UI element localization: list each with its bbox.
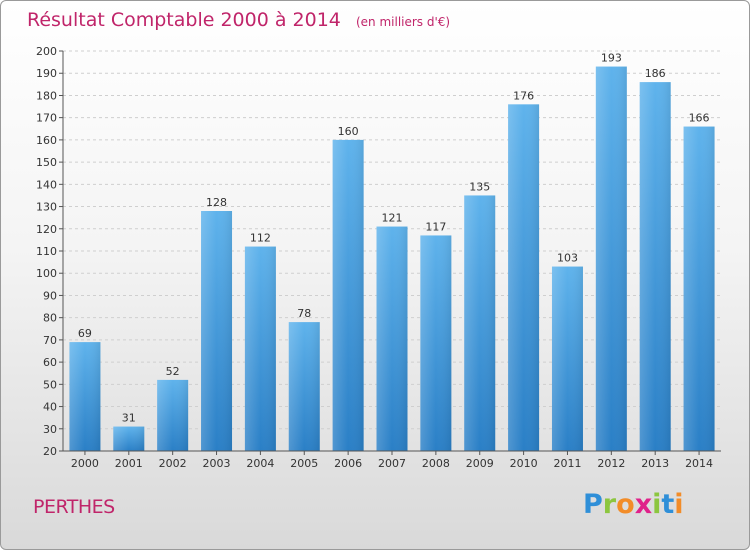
x-tick-label: 2003 [203,457,231,470]
y-tick-label: 20 [43,445,57,458]
y-tick-label: 90 [43,289,57,302]
y-tick-label: 170 [36,112,57,125]
bar-value-label: 103 [557,252,578,265]
bar-shade [595,66,627,452]
bar-value-label: 117 [425,220,446,233]
x-tick-label: 2014 [685,457,713,470]
bar-shade [332,139,364,451]
x-tick-label: 2013 [641,457,669,470]
bar-value-label: 121 [382,212,403,225]
bar-value-label: 128 [206,196,227,209]
bar-value-label: 112 [250,232,271,245]
bar-shade [288,322,320,451]
bar-shade [551,266,583,451]
logo-letter: P [583,489,603,520]
y-tick-label: 50 [43,378,57,391]
bar-value-label: 160 [338,125,359,138]
y-tick-label: 100 [36,267,57,280]
logo-letter: t [661,489,675,520]
y-tick-label: 160 [36,134,57,147]
logo-letter: x [634,489,653,520]
y-tick-label: 40 [43,401,57,414]
bar-shade [420,235,452,451]
bar-value-label: 166 [689,112,710,125]
y-tick-label: 70 [43,334,57,347]
x-tick-label: 2012 [597,457,625,470]
x-tick-label: 2007 [378,457,406,470]
chart-title: Résultat Comptable 2000 à 2014 [27,9,341,31]
x-tick-label: 2001 [115,457,143,470]
x-tick-label: 2006 [334,457,362,470]
logo-letter: r [602,489,617,520]
y-tick-label: 130 [36,201,57,214]
y-tick-label: 110 [36,245,57,258]
bar-value-label: 69 [78,327,92,340]
y-tick-label: 30 [43,423,57,436]
bar-value-label: 52 [166,365,180,378]
bar-shade [376,226,408,451]
title-row: Résultat Comptable 2000 à 2014 (en milli… [27,9,450,31]
bar-shade [639,82,671,451]
proxiti-logo: Proxiti [583,489,684,520]
logo-letter: i [674,489,684,520]
x-tick-label: 2010 [510,457,538,470]
logo-letter: o [616,489,635,520]
x-tick-label: 2000 [71,457,99,470]
y-tick-label: 120 [36,223,57,236]
bar-shade [683,126,715,452]
bar-shade [201,211,233,451]
y-tick-label: 180 [36,89,57,102]
logo-letter: i [652,489,662,520]
x-tick-label: 2011 [553,457,581,470]
y-tick-label: 60 [43,356,57,369]
bar-value-label: 176 [513,89,534,102]
y-tick-label: 80 [43,312,57,325]
y-tick-label: 190 [36,67,57,80]
bar-shade [244,246,276,451]
y-tick-label: 140 [36,178,57,191]
bar-shade [69,342,101,451]
bar-shade [113,426,145,451]
y-tick-label: 150 [36,156,57,169]
x-tick-label: 2002 [159,457,187,470]
chart-subtitle: (en milliers d'€) [355,15,451,29]
bar-value-label: 193 [601,52,622,65]
bar-value-label: 135 [469,180,490,193]
bar-shade [464,195,496,451]
bars: 69 31 52 128 112 78 160 121 117 135 176 103 193 186 16… [69,52,715,452]
x-tick-label: 2009 [466,457,494,470]
bar-shade [157,379,189,451]
bar-value-label: 31 [122,412,136,425]
x-tick-label: 2008 [422,457,450,470]
bar-shade [508,104,540,451]
x-tick-label: 2004 [246,457,274,470]
bar-value-label: 78 [297,307,311,320]
axes: 20 30 40 50 60 70 80 90 100 110 120 130 140 150 160 170… [36,45,721,470]
place-name: PERTHES [33,496,115,518]
y-tick-label: 200 [36,45,57,58]
bar-value-label: 186 [645,67,666,80]
x-tick-label: 2005 [290,457,318,470]
